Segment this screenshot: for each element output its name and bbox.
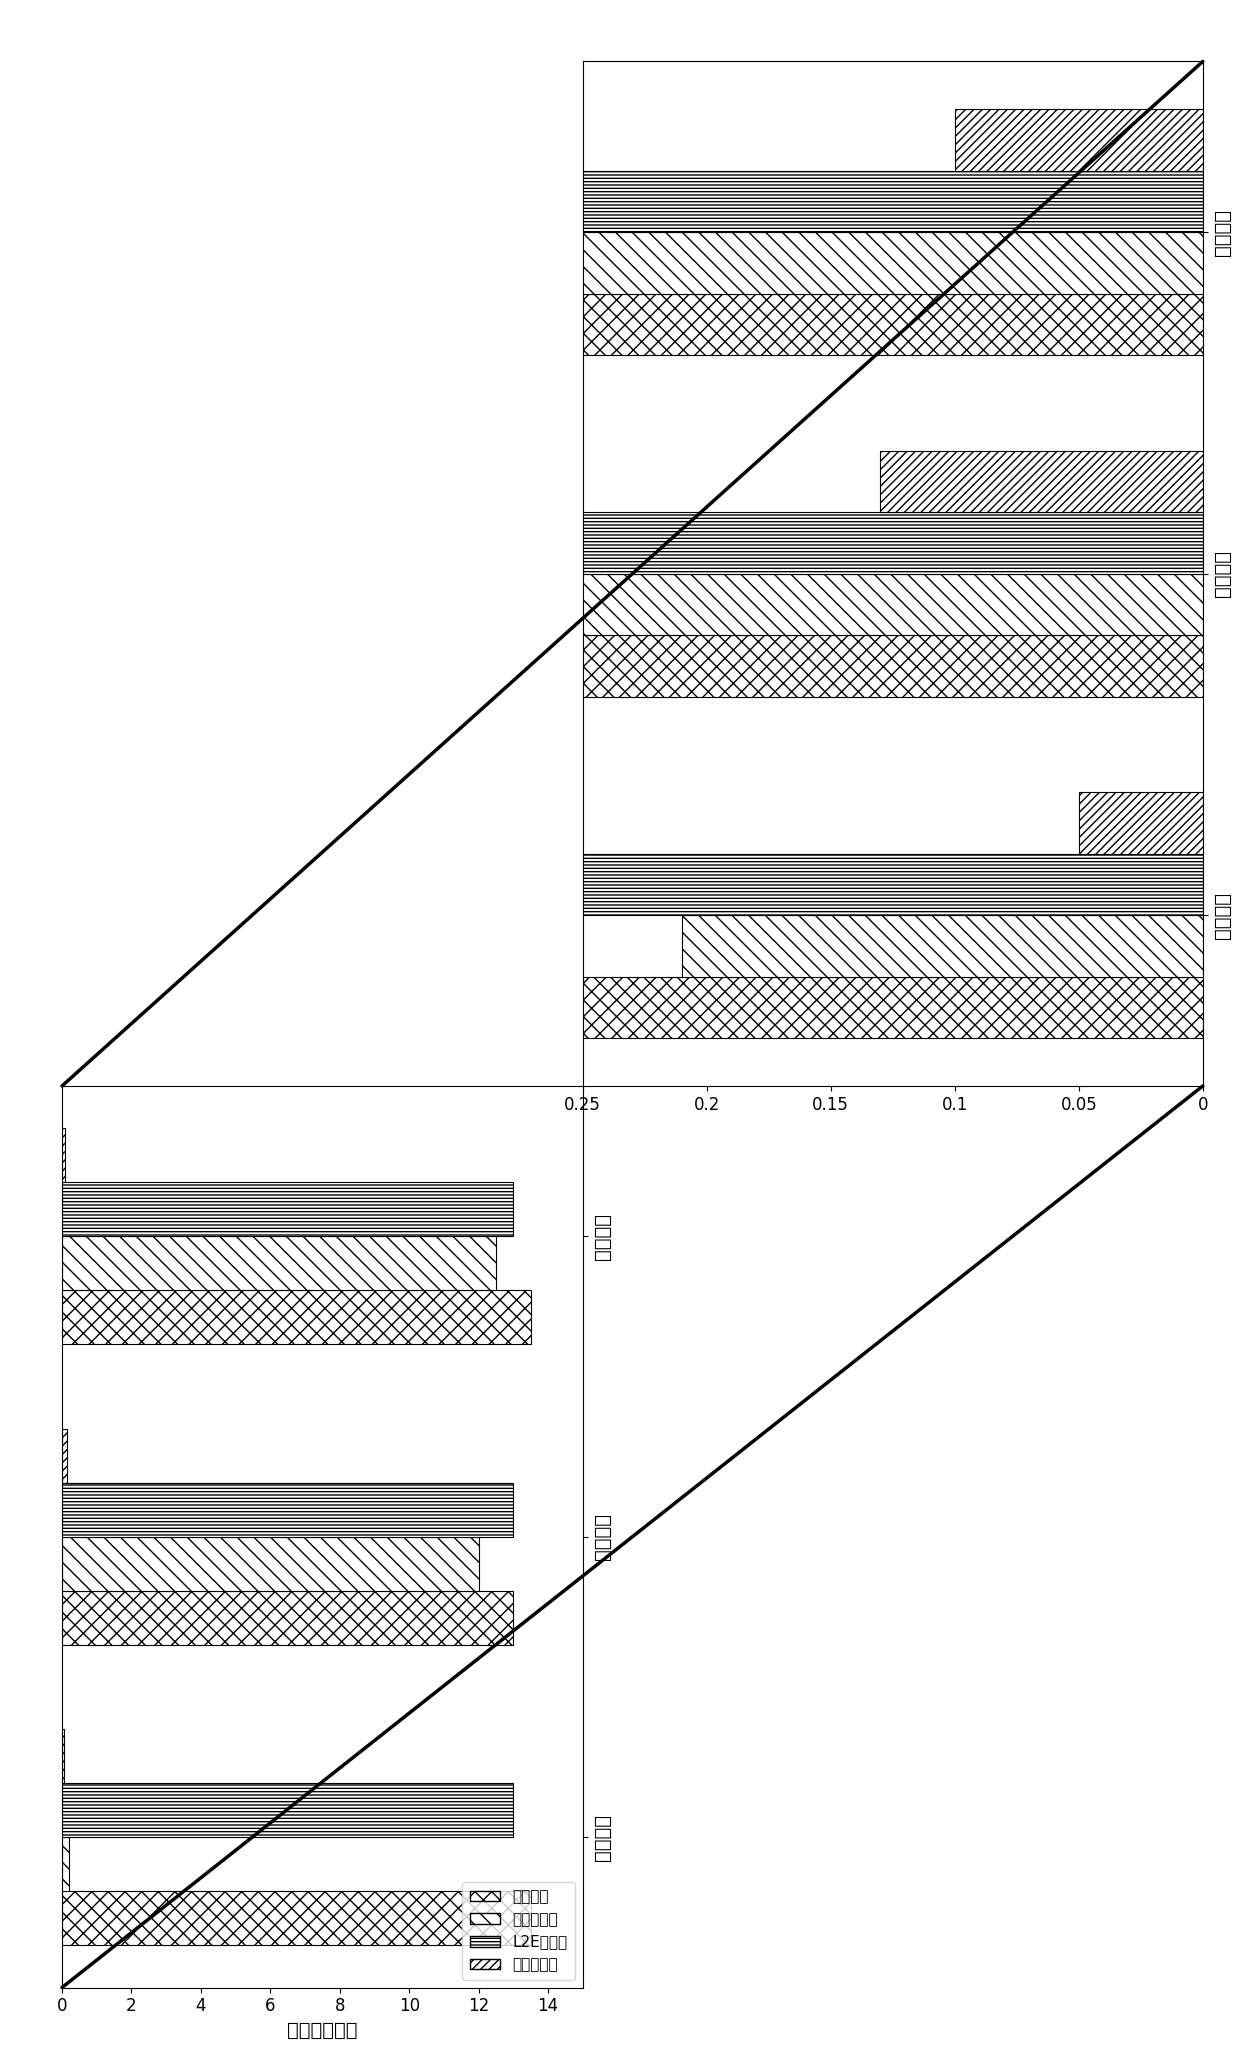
Bar: [62, 1838, 69, 1891]
Bar: [0, 977, 1203, 1039]
Bar: [0, 293, 1203, 354]
Bar: [62, 1891, 531, 1945]
Bar: [62, 1729, 63, 1783]
Bar: [62, 1590, 513, 1645]
Bar: [1079, 793, 1203, 854]
Bar: [0, 574, 1203, 635]
Bar: [62, 1783, 513, 1838]
Bar: [62, 1483, 513, 1537]
Bar: [955, 109, 1203, 170]
Bar: [62, 1291, 531, 1344]
Bar: [62, 1182, 513, 1236]
Bar: [0, 512, 1203, 574]
Bar: [682, 916, 1203, 977]
Bar: [62, 1236, 496, 1291]
Bar: [62, 1428, 67, 1483]
Bar: [62, 1129, 66, 1182]
Bar: [62, 1537, 479, 1590]
Bar: [0, 232, 1203, 293]
Bar: [0, 170, 1203, 232]
Bar: [0, 854, 1203, 916]
Bar: [880, 451, 1203, 512]
Bar: [0, 635, 1203, 697]
X-axis label: 误差重置入数: 误差重置入数: [288, 2020, 357, 2041]
Legend: 薄板样条, 一致点漂移, L2E估计子, 提出的方法: 薄板样条, 一致点漂移, L2E估计子, 提出的方法: [463, 1881, 575, 1979]
